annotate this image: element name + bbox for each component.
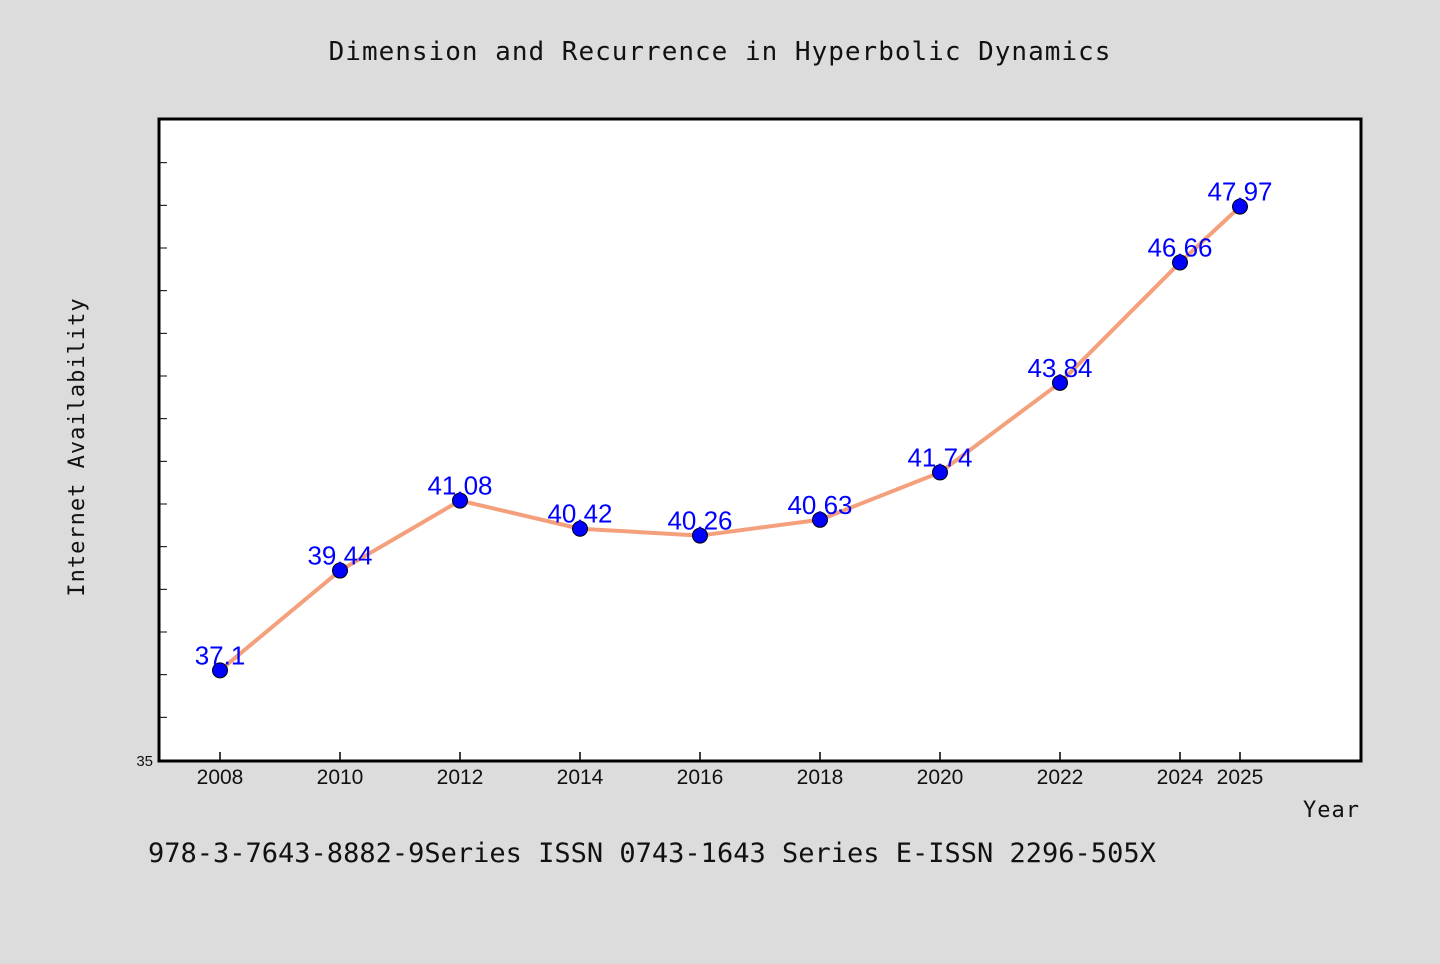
x-axis-label: Year bbox=[1303, 798, 1360, 823]
y-axis-label: Internet Availability bbox=[65, 297, 90, 596]
x-tick-label: 2022 bbox=[1037, 766, 1084, 789]
data-point bbox=[932, 464, 948, 481]
data-label: 47.97 bbox=[1207, 177, 1272, 207]
data-label: 40.26 bbox=[667, 506, 732, 536]
x-tick-label: 2020 bbox=[917, 766, 964, 789]
x-tick-label: 2010 bbox=[317, 766, 364, 789]
data-point bbox=[332, 562, 348, 579]
data-point bbox=[692, 527, 708, 544]
x-tick-label: 2016 bbox=[677, 766, 724, 789]
series-group: 37.1 39.44 41.08 40.42 40.26 40.63 41.74 43.84 4… bbox=[195, 177, 1273, 679]
y-tick-label-min: 35 bbox=[136, 753, 153, 770]
series-line bbox=[218, 204, 1242, 673]
x-tick-label: 2025 bbox=[1217, 766, 1264, 789]
data-point bbox=[1172, 254, 1188, 271]
data-point bbox=[812, 511, 828, 528]
data-point bbox=[1232, 198, 1248, 215]
data-label: 37.1 bbox=[195, 640, 246, 670]
data-label: 43.84 bbox=[1027, 353, 1092, 383]
data-label: 40.42 bbox=[547, 499, 612, 529]
x-tick-label: 2012 bbox=[437, 766, 484, 789]
data-point bbox=[572, 520, 588, 537]
data-label: 41.74 bbox=[907, 442, 972, 472]
data-point bbox=[452, 492, 468, 509]
x-tick-label: 2024 bbox=[1157, 766, 1204, 789]
x-tick-label: 2018 bbox=[797, 766, 844, 789]
footer-isbn-text: 978-3-7643-8882-9Series ISSN 0743-1643 S… bbox=[148, 838, 1156, 869]
x-tick-label: 2014 bbox=[557, 766, 604, 789]
data-label: 46.66 bbox=[1147, 233, 1212, 263]
x-tick-label: 2008 bbox=[197, 766, 244, 789]
data-point bbox=[212, 662, 228, 679]
data-label: 41.08 bbox=[427, 471, 492, 501]
x-axis-ticks: 2008 2010 2012 2014 2016 2018 2020 2022 2024 2025 bbox=[197, 752, 1264, 789]
y-axis-ticks bbox=[160, 162, 167, 718]
data-point bbox=[1052, 374, 1068, 391]
data-label: 39.44 bbox=[307, 541, 372, 571]
data-label: 40.63 bbox=[787, 490, 852, 520]
chart-title: Dimension and Recurrence in Hyperbolic D… bbox=[329, 37, 1112, 67]
plot-area bbox=[157, 117, 1363, 763]
